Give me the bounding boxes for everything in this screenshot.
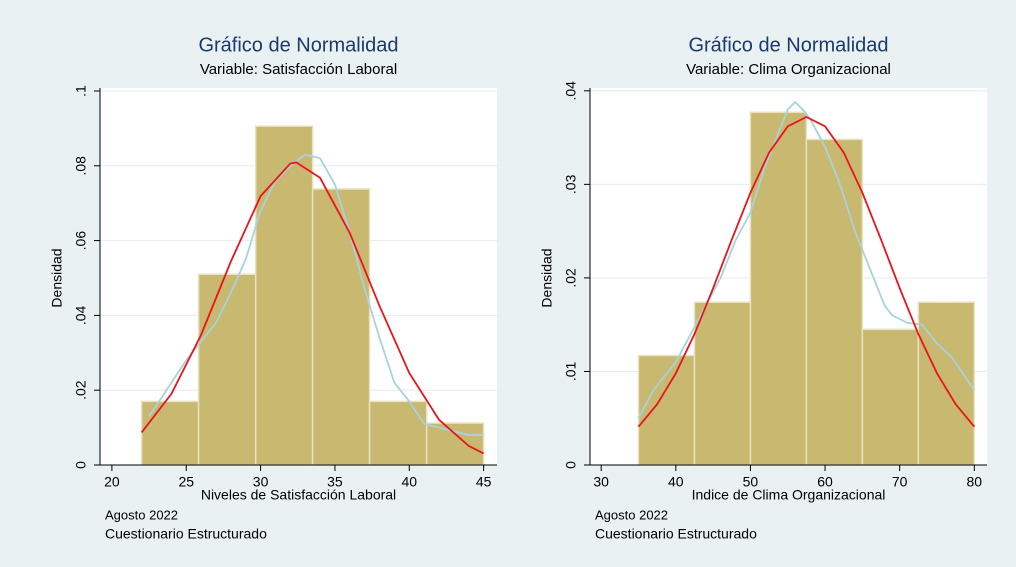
x-axis-label: Niveles de Satisfacción Laboral: [201, 487, 396, 503]
x-tick-label: 45: [476, 474, 492, 490]
histogram-bar: [861, 328, 920, 466]
histogram-bar: [693, 301, 752, 466]
density-line: [140, 161, 485, 455]
histogram-bar: [637, 354, 696, 466]
x-tick-label: 35: [327, 474, 343, 490]
y-tick-label: .01: [563, 362, 579, 382]
histogram-bar: [368, 400, 428, 466]
histogram-bar: [197, 273, 257, 466]
x-tick-label: 30: [253, 474, 269, 490]
y-tick-label: .1: [73, 85, 89, 97]
x-tick-label: 80: [967, 474, 983, 490]
y-axis-label: Densidad: [539, 248, 555, 307]
histogram-bar: [425, 422, 485, 466]
density-line: [637, 115, 976, 428]
x-tick-label: 70: [892, 474, 908, 490]
x-tick-label: 25: [178, 474, 194, 490]
note: Agosto 2022: [595, 507, 668, 522]
chart-title: Gráfico de Normalidad: [688, 34, 888, 56]
histogram-bar: [254, 125, 314, 466]
y-axis-label: Densidad: [49, 248, 65, 307]
note: Agosto 2022: [105, 507, 178, 522]
y-tick-label: .08: [73, 156, 89, 176]
chart-subtitle: Variable: Clima Organizacional: [686, 61, 891, 78]
x-tick-label: 50: [743, 474, 759, 490]
x-axis-label: Indice de Clima Organizacional: [692, 487, 886, 503]
x-tick-label: 60: [817, 474, 833, 490]
chart-subtitle: Variable: Satisfacción Laboral: [200, 61, 397, 78]
histogram-bar: [140, 400, 200, 466]
histogram-bar: [917, 301, 976, 466]
y-tick-label: .04: [73, 305, 89, 325]
histogram-bar: [749, 111, 808, 466]
note: Cuestionario Estructurado: [595, 526, 757, 542]
y-tick-label: .03: [563, 174, 579, 194]
density-line: [148, 153, 484, 436]
x-tick-label: 30: [593, 474, 609, 490]
x-tick-label: 20: [104, 474, 120, 490]
y-tick-label: .06: [73, 231, 89, 251]
y-tick-label: 0: [73, 461, 89, 469]
chart-title: Gráfico de Normalidad: [198, 34, 398, 56]
y-tick-label: .02: [563, 268, 579, 288]
y-tick-label: 0: [563, 461, 579, 469]
y-tick-label: .04: [563, 81, 579, 101]
x-tick-label: 40: [668, 474, 684, 490]
x-tick-label: 40: [401, 474, 417, 490]
histogram-bar: [311, 188, 371, 466]
histogram-bar: [805, 138, 864, 466]
y-tick-label: .02: [73, 380, 89, 400]
note: Cuestionario Estructurado: [105, 526, 267, 542]
